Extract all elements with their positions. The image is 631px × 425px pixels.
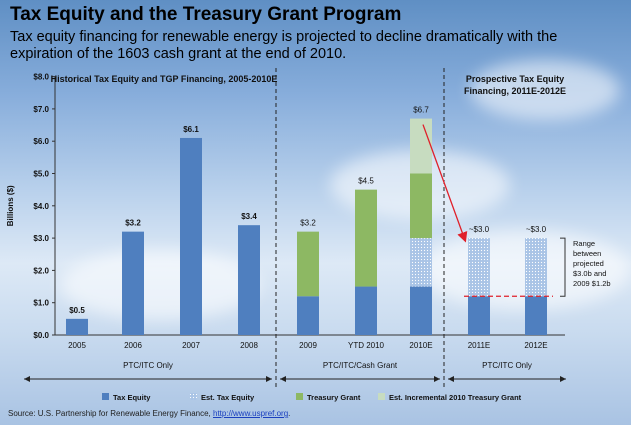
legend-label: Est. Incremental 2010 Treasury Grant [389,393,522,402]
bar-tax-equity [66,318,88,335]
legend-swatch [102,393,109,400]
bar-total-label: $0.5 [69,306,85,315]
y-tick-label: $7.0 [33,105,49,114]
bar-tax-equity [238,225,260,335]
bar-est-tax-equity [410,238,432,287]
x-tick-label: 2007 [182,341,200,350]
bar-tax-equity [297,296,319,335]
range-annotation: $3.0b and [573,269,606,278]
source-prefix: Source: U.S. Partnership for Renewable E… [8,409,213,418]
x-tick-label: 2010E [409,341,432,350]
source-link[interactable]: http://www.uspref.org [213,409,289,418]
x-tick-label: YTD 2010 [348,341,385,350]
page-title: Tax Equity and the Treasury Grant Progra… [10,4,402,25]
range-annotation: 2009 $1.2b [573,279,611,288]
decline-arrow [422,124,468,243]
x-tick-label: 2006 [124,341,142,350]
bar-treasury-grant [297,231,319,297]
period-arrow-right [434,376,440,382]
period-label: PTC/ITC/Cash Grant [323,361,398,370]
bar-treasury-grant [355,189,377,287]
legend-label: Est. Tax Equity [201,393,255,402]
y-tick-label: $5.0 [33,170,49,179]
bar-total-label: $6.7 [413,106,429,115]
bar-est-incremental-grant [410,118,432,174]
cloud-decoration [470,60,620,120]
period-label: PTC/ITC Only [123,361,173,370]
y-tick-label: $2.0 [33,266,49,275]
legend-swatch [190,393,197,400]
legend-label: Tax Equity [113,393,151,402]
source-note: Source: U.S. Partnership for Renewable E… [8,409,290,418]
cloud-decoration [60,250,260,320]
range-bracket [560,237,566,297]
period-label: PTC/ITC Only [482,361,532,370]
period-arrow-right [266,376,272,382]
y-tick-label: $6.0 [33,137,49,146]
bar-tax-equity [122,231,144,335]
bar-tax-equity [355,286,377,335]
range-annotation: between [573,249,601,258]
bar-total-label: ~$3.0 [526,225,547,234]
legend-swatch [378,393,385,400]
page-subtitle: Tax equity financing for renewable energ… [10,29,558,62]
y-tick-label: $8.0 [33,73,49,82]
x-tick-label: 2005 [68,341,86,350]
range-annotation: projected [573,259,604,268]
y-axis-title: Billions ($) [6,185,15,226]
period-arrow-right [560,376,566,382]
period-arrow-left [448,376,454,382]
bar-total-label: $4.5 [358,177,374,186]
period-arrow-left [280,376,286,382]
y-tick-label: $0.0 [33,331,49,340]
x-tick-label: 2009 [299,341,317,350]
bar-tax-equity [468,296,490,335]
bar-total-label: $6.1 [183,125,199,134]
bar-total-label: $3.2 [300,219,316,228]
bar-total-label: ~$3.0 [469,225,490,234]
bar-tax-equity [525,296,547,335]
section-title-prospective: Financing, 2011E-2012E [464,86,566,96]
bar-tax-equity [410,286,432,335]
bar-treasury-grant [410,173,432,239]
legend-label: Treasury Grant [307,393,361,402]
x-tick-label: 2011E [468,341,491,350]
y-tick-label: $1.0 [33,299,49,308]
x-tick-label: 2012E [524,341,547,350]
bar-est-tax-equity [468,238,490,297]
bar-tax-equity [180,137,202,335]
period-arrow-left [24,376,30,382]
section-title-historical: Historical Tax Equity and TGP Financing,… [51,74,278,84]
source-suffix: . [288,409,291,418]
bar-total-label: $3.2 [125,219,141,228]
bar-total-label: $3.4 [241,212,257,221]
legend-swatch [296,393,303,400]
section-title-prospective: Prospective Tax Equity [466,74,564,84]
y-tick-label: $4.0 [33,202,49,211]
bar-est-tax-equity [525,238,547,297]
range-annotation: Range [573,239,595,248]
x-tick-label: 2008 [240,341,258,350]
y-tick-label: $3.0 [33,234,49,243]
